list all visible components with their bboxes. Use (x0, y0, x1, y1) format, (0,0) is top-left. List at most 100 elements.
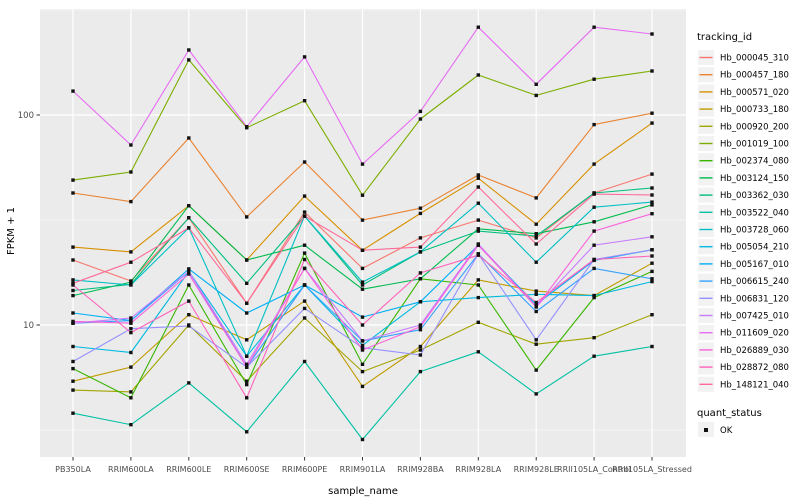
data-point (418, 245, 423, 249)
legend-label: Hb_148121_040 (720, 380, 789, 390)
x-axis-tick-labels: PB350LA RRIM600LA RRIM600LE RRIM600SE RRIM60… (55, 465, 692, 474)
legend-label: Hb_003728_060 (720, 226, 789, 236)
data-point (187, 226, 191, 230)
data-point (187, 313, 191, 317)
data-point (245, 125, 249, 129)
data-point (650, 203, 654, 207)
data-point (71, 388, 75, 392)
data-point (418, 328, 423, 332)
data-point (650, 277, 654, 281)
data-point (302, 257, 307, 262)
legend-label: Hb_000571_020 (720, 88, 789, 98)
data-point (476, 73, 480, 77)
data-point (476, 173, 480, 177)
data-point (592, 336, 596, 340)
data-point (302, 299, 307, 303)
legend-label: Hb_006615_240 (720, 277, 789, 287)
data-point (476, 295, 480, 300)
x-tick-label: RRII105LA_Control (557, 465, 631, 474)
data-point (129, 316, 133, 320)
legend-item-Hb_026889_030: Hb_026889_030 (698, 342, 789, 358)
data-point (302, 160, 307, 164)
data-point (129, 365, 133, 369)
data-point (650, 32, 654, 36)
data-point (476, 253, 480, 257)
legend-label: Hb_006831_120 (720, 294, 789, 304)
data-point (129, 170, 133, 174)
data-point (360, 348, 365, 352)
legend-item-Hb_006615_240: Hb_006615_240 (698, 273, 789, 289)
data-point (302, 316, 307, 320)
data-point (360, 437, 365, 442)
x-tick-label: RRII105LA_Stressed (612, 465, 692, 474)
legend-title-quant-status: quant_status (697, 408, 762, 419)
data-point (476, 176, 480, 180)
data-point (302, 306, 307, 311)
data-point (650, 69, 654, 73)
data-point (534, 300, 538, 305)
data-point (302, 99, 307, 103)
data-point (418, 271, 423, 275)
data-point (592, 243, 596, 247)
data-point (418, 211, 423, 216)
data-point (592, 25, 596, 29)
legend-label: Hb_005054_210 (720, 243, 789, 253)
data-point (418, 369, 423, 374)
data-point (360, 369, 365, 374)
legend-label: Hb_001019_100 (720, 140, 789, 150)
legend-label: Hb_002374_080 (720, 157, 789, 167)
data-point (71, 278, 75, 282)
data-point (360, 346, 365, 350)
data-point (418, 250, 423, 254)
data-point (245, 311, 249, 315)
legend-label: Hb_003522_040 (720, 208, 789, 218)
x-tick-label: RRIM928LE (514, 465, 559, 474)
data-point (534, 302, 538, 307)
data-point (187, 267, 191, 271)
data-point (302, 243, 307, 247)
data-point (187, 324, 191, 328)
data-point (302, 194, 307, 198)
data-point (71, 293, 75, 298)
data-point (650, 212, 654, 216)
data-point (418, 236, 423, 240)
y-axis-tick-label-10: 10 (23, 321, 34, 331)
data-point (129, 350, 133, 355)
data-point (476, 185, 480, 189)
data-point (592, 266, 596, 271)
legend-item-Hb_000571_020: Hb_000571_020 (698, 84, 789, 100)
legend-label: Hb_007425_010 (720, 312, 789, 322)
data-point (360, 339, 365, 343)
data-point (245, 382, 249, 387)
legend-label: Hb_000733_180 (720, 105, 789, 115)
data-point (650, 248, 654, 252)
data-point (245, 215, 249, 219)
data-point (534, 305, 538, 309)
data-point (71, 281, 75, 285)
data-point (71, 311, 75, 315)
legend-title-tracking-id: tracking_id (697, 32, 752, 43)
data-point (534, 342, 538, 346)
data-point (534, 260, 538, 264)
data-point (650, 269, 654, 274)
data-point (129, 390, 133, 394)
data-point (650, 111, 654, 115)
data-point (245, 396, 249, 400)
data-point (245, 365, 249, 369)
data-point (592, 293, 596, 298)
legend-item-Hb_003124_150: Hb_003124_150 (698, 170, 789, 186)
data-point (650, 344, 654, 349)
legend-item-Hb_000457_180: Hb_000457_180 (698, 67, 789, 83)
legend-item-Hb_001019_100: Hb_001019_100 (698, 136, 789, 151)
legend-label: Hb_000920_200 (720, 122, 789, 132)
data-point (360, 323, 365, 327)
data-point (418, 348, 423, 352)
data-point (71, 366, 75, 371)
legend-item-Hb_003728_060: Hb_003728_060 (698, 222, 789, 237)
data-point (592, 77, 596, 81)
data-point (650, 172, 654, 176)
legend-label: Hb_000045_310 (720, 54, 789, 64)
data-point (534, 82, 538, 86)
data-point (418, 325, 423, 329)
